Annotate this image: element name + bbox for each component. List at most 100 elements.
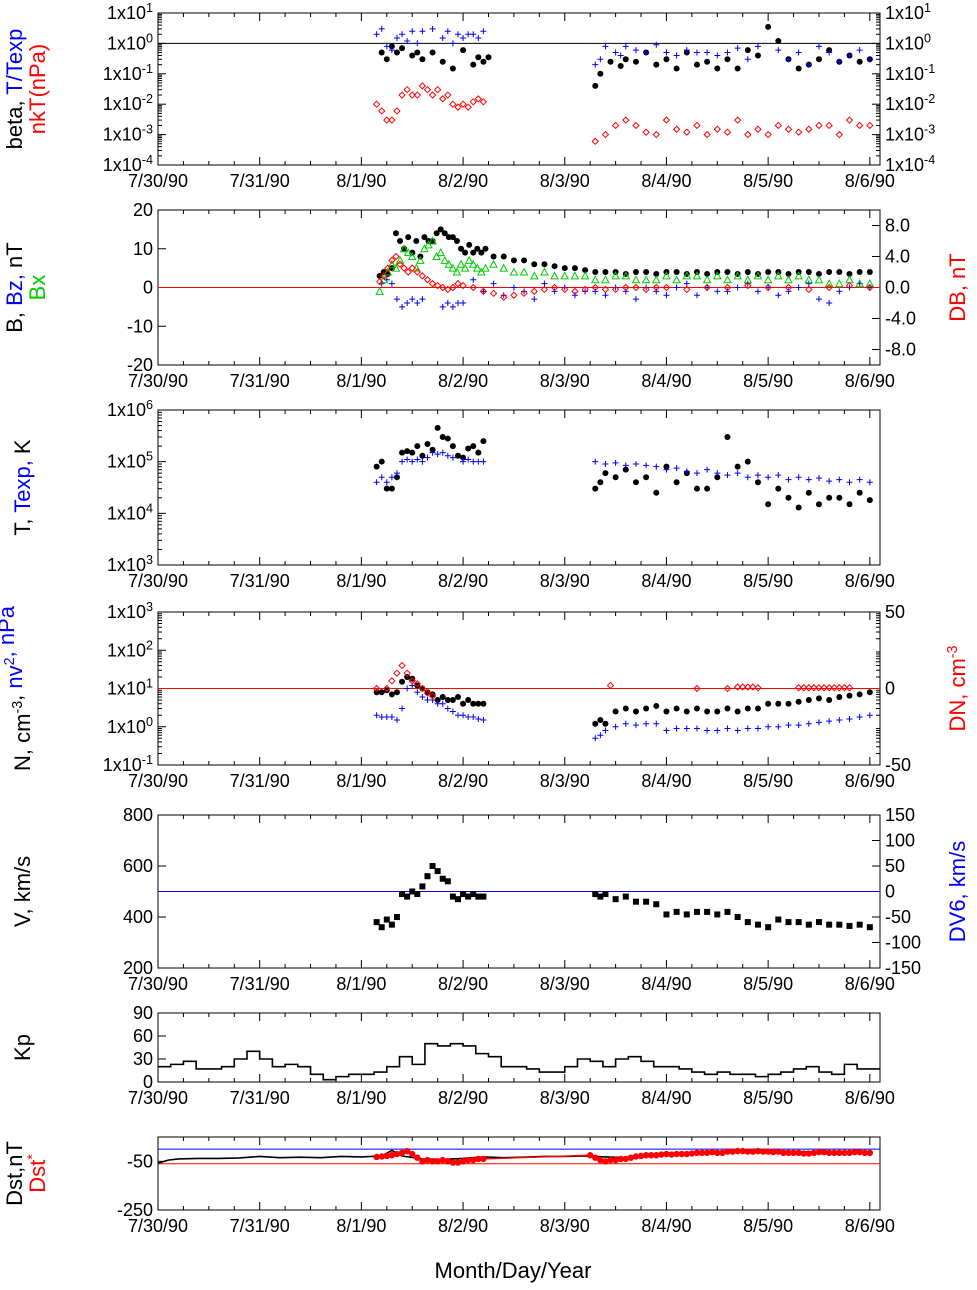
data-point	[784, 275, 793, 284]
data-point	[673, 725, 680, 732]
data-point	[810, 684, 818, 692]
x-tick-label: 8/1/90	[336, 1088, 386, 1108]
data-point	[866, 479, 873, 486]
data-point	[454, 452, 461, 459]
data-point	[723, 684, 732, 693]
data-point	[454, 712, 461, 719]
data-point	[775, 700, 782, 707]
data-point	[663, 292, 670, 299]
data-point	[763, 275, 773, 284]
y-axis-label-left-2: nkT(nPa)	[25, 44, 50, 134]
data-point	[405, 234, 412, 241]
data-point	[540, 267, 549, 276]
data-point	[846, 284, 853, 291]
data-point	[419, 883, 426, 890]
data-point	[393, 717, 400, 724]
panel-frame	[157, 12, 881, 166]
data-point	[449, 283, 457, 292]
data-point	[683, 47, 690, 54]
data-point	[714, 288, 721, 295]
y-axis-label-left: B, Bz, nT	[2, 242, 27, 333]
data-point	[509, 267, 519, 276]
data-point	[472, 263, 482, 272]
data-point	[663, 466, 670, 473]
data-point	[470, 249, 477, 256]
data-point	[592, 288, 599, 295]
data-point	[845, 684, 854, 692]
data-point	[384, 264, 392, 272]
data-point	[836, 921, 843, 928]
data-point	[454, 103, 462, 111]
data-point	[775, 723, 782, 730]
data-point	[815, 695, 822, 702]
x-tick-label: 8/6/90	[845, 1088, 895, 1108]
data-point	[672, 125, 681, 133]
data-point	[383, 56, 390, 63]
data-point	[398, 91, 406, 99]
data-point	[704, 466, 711, 473]
data-point	[481, 263, 490, 272]
y-tick-label: 800	[123, 805, 153, 825]
x-tick-label: 7/30/90	[128, 1216, 188, 1236]
data-point	[480, 458, 487, 465]
x-tick-label: 7/31/90	[230, 571, 290, 591]
data-point	[470, 443, 477, 450]
y-axis-label-left: V, km/s	[10, 856, 35, 927]
data-point	[429, 49, 436, 56]
y-tick-label: 1x105	[107, 450, 153, 472]
data-point	[643, 720, 650, 727]
data-point	[834, 279, 844, 288]
data-point	[753, 271, 763, 280]
data-point	[805, 285, 813, 294]
data-point	[475, 700, 482, 707]
data-point	[561, 285, 569, 294]
data-point	[460, 47, 467, 54]
data-point	[836, 269, 843, 275]
data-point	[403, 85, 411, 94]
data-point	[429, 691, 436, 698]
x-tick-label: 7/30/90	[128, 371, 188, 391]
data-point	[529, 271, 539, 280]
data-point	[602, 269, 609, 275]
data-point	[846, 715, 853, 722]
data-point	[866, 497, 873, 504]
data-point	[704, 727, 711, 734]
data-point	[836, 58, 843, 65]
y-tick-label: 60	[133, 1026, 153, 1046]
data-point	[601, 130, 610, 139]
data-point	[836, 288, 843, 295]
data-point	[713, 125, 722, 133]
data-point	[632, 708, 639, 715]
data-point	[452, 267, 462, 276]
data-point	[744, 56, 751, 63]
data-point	[643, 705, 650, 712]
data-point	[815, 919, 822, 926]
data-point	[815, 684, 823, 692]
data-point	[429, 863, 436, 869]
data-point	[407, 251, 417, 260]
x-tick-label: 8/5/90	[743, 974, 793, 994]
data-point	[436, 248, 446, 257]
data-point	[383, 116, 391, 124]
data-point	[561, 265, 568, 272]
x-tick-label: 8/2/90	[438, 974, 488, 994]
data-point	[424, 454, 431, 461]
data-point	[597, 717, 604, 724]
y-right-tick-label: 1x10-4	[885, 153, 935, 175]
data-point	[765, 723, 772, 730]
x-tick-label: 8/1/90	[336, 171, 386, 191]
data-point	[835, 684, 844, 692]
data-point	[475, 449, 482, 456]
data-point	[805, 921, 812, 928]
y-tick-label: 1x101	[107, 1, 153, 23]
data-point	[399, 891, 406, 898]
y-tick-label: -50	[127, 1151, 153, 1171]
data-point	[602, 470, 609, 477]
data-point	[612, 723, 619, 730]
data-point	[785, 270, 792, 277]
data-point	[826, 921, 833, 928]
data-point	[825, 121, 833, 130]
data-point	[845, 275, 854, 284]
data-point	[510, 257, 517, 264]
data-point	[409, 296, 416, 303]
